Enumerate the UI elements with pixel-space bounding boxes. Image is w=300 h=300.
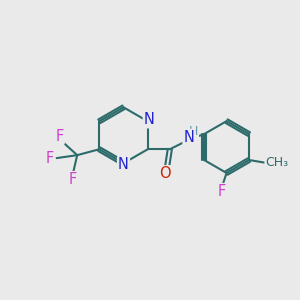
Text: N: N: [118, 157, 129, 172]
Text: F: F: [46, 151, 54, 166]
Text: O: O: [160, 166, 171, 181]
Text: H: H: [189, 125, 198, 138]
Text: F: F: [218, 184, 226, 199]
Text: F: F: [69, 172, 77, 187]
Text: N: N: [184, 130, 194, 145]
Text: N: N: [144, 112, 154, 127]
Text: CH₃: CH₃: [266, 157, 289, 169]
Text: F: F: [56, 128, 64, 143]
